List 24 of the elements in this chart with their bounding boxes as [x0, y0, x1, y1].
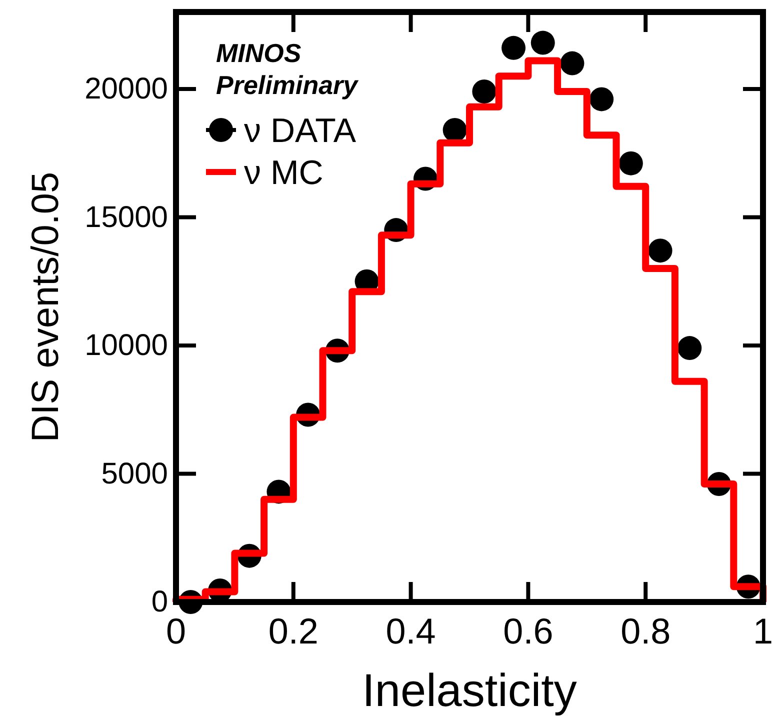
- point: [502, 36, 526, 60]
- x-tick-label: 1: [752, 610, 774, 652]
- x-tick-label: 0.4: [386, 610, 436, 652]
- x-tick-label: 0.8: [620, 610, 671, 652]
- point: [648, 238, 672, 263]
- y-tick-label: 5000: [101, 457, 168, 490]
- legend-label: ν DATA: [244, 112, 356, 150]
- point: [590, 87, 614, 112]
- y-tick-label: 20000: [84, 72, 168, 106]
- annotation: Preliminary: [216, 70, 360, 100]
- y-axis-title: DIS events/0.05: [25, 172, 67, 442]
- point: [618, 151, 643, 176]
- x-tick-label: 0.6: [503, 610, 554, 652]
- y-tick-label: 0: [151, 586, 168, 619]
- y-tick-label: 15000: [84, 200, 168, 234]
- y-tick-label: 10000: [84, 329, 168, 362]
- x-axis-title: Inelasticity: [362, 664, 577, 716]
- point: [678, 336, 702, 360]
- x-tick-label: 0.2: [268, 610, 318, 652]
- point: [472, 80, 496, 104]
- point: [560, 51, 584, 76]
- annotation: MINOS: [216, 38, 302, 68]
- point: [530, 30, 555, 55]
- legend-label: ν MC: [244, 154, 324, 192]
